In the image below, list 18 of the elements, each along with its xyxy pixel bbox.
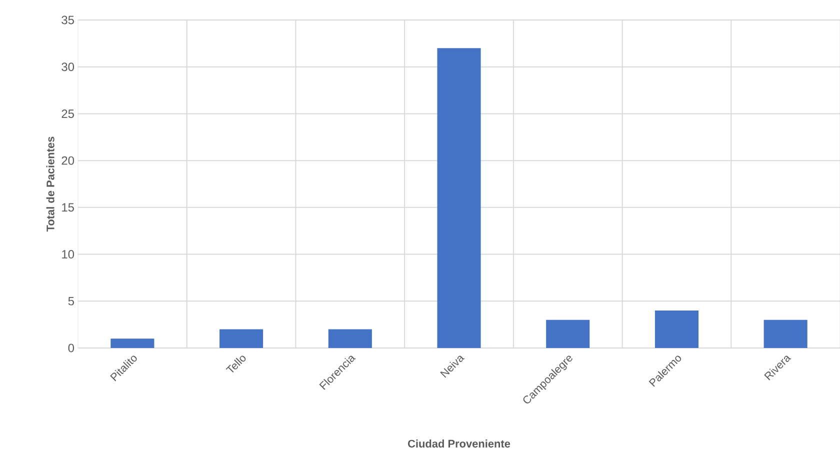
- bar: [220, 329, 264, 348]
- x-tick-label: Tello: [226, 356, 246, 373]
- y-tick-label: 5: [68, 296, 74, 306]
- y-tick-label: 15: [62, 203, 74, 212]
- y-tick-label: 25: [62, 109, 74, 118]
- bar: [546, 320, 590, 348]
- bar: [654, 310, 698, 348]
- bar: [328, 329, 372, 348]
- bar: [764, 320, 808, 348]
- y-tick-label: 10: [62, 250, 74, 259]
- y-tick-label: 30: [62, 62, 74, 72]
- y-tick-label: 0: [68, 344, 74, 352]
- bar: [437, 48, 481, 348]
- x-axis-title: Ciudad Proveniente: [408, 440, 510, 448]
- bar: [110, 338, 154, 348]
- y-tick-label: 20: [62, 156, 74, 165]
- y-axis-title: Total de Pacientes: [46, 136, 54, 232]
- y-tick-label: 35: [62, 16, 74, 24]
